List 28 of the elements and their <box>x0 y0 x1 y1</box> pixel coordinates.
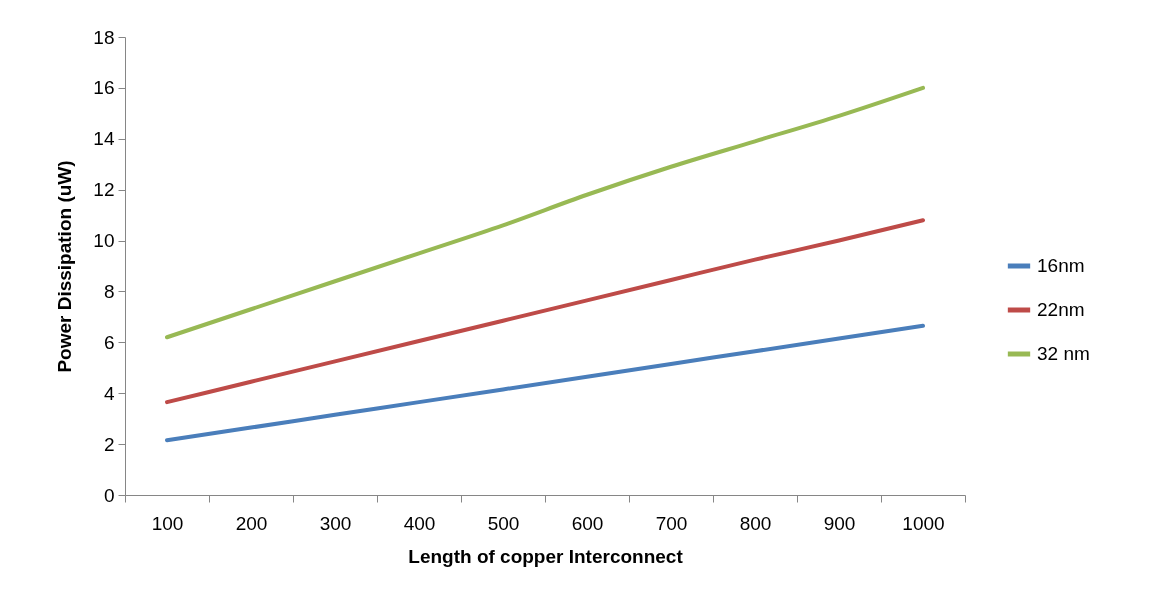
line-series <box>165 323 925 443</box>
x-tick-label: 900 <box>823 512 856 534</box>
x-tick-label: 200 <box>235 512 268 534</box>
y-tick-label: 6 <box>103 331 115 353</box>
line-series <box>165 218 925 405</box>
y-tick-label: 4 <box>103 382 115 404</box>
x-tick-label: 800 <box>739 512 772 534</box>
y-tick-label: 0 <box>103 484 115 506</box>
y-tick-label: 12 <box>93 179 115 201</box>
y-tick-label: 14 <box>93 128 115 150</box>
y-tick-label: 8 <box>103 280 115 302</box>
legend-label: 16nm <box>1037 255 1085 276</box>
x-tick-label: 600 <box>571 512 604 534</box>
y-tick-label: 2 <box>103 433 115 455</box>
legend-label: 22nm <box>1037 299 1085 320</box>
x-tick-label: 300 <box>319 512 352 534</box>
x-axis-title: Length of copper Interconnect <box>408 545 684 567</box>
legend-label: 32 nm <box>1037 343 1090 364</box>
line-series <box>165 85 925 340</box>
y-tick-label: 10 <box>93 230 115 252</box>
y-axis-title: Power Dissipation (uW) <box>54 160 76 373</box>
y-tick-label: 18 <box>93 26 115 48</box>
x-tick-label: 500 <box>487 512 520 534</box>
x-tick-label: 400 <box>403 512 436 534</box>
x-tick-label: 100 <box>151 512 184 534</box>
y-tick-label: 16 <box>93 77 115 99</box>
x-tick-label: 1000 <box>902 512 945 534</box>
x-tick-label: 700 <box>655 512 688 534</box>
